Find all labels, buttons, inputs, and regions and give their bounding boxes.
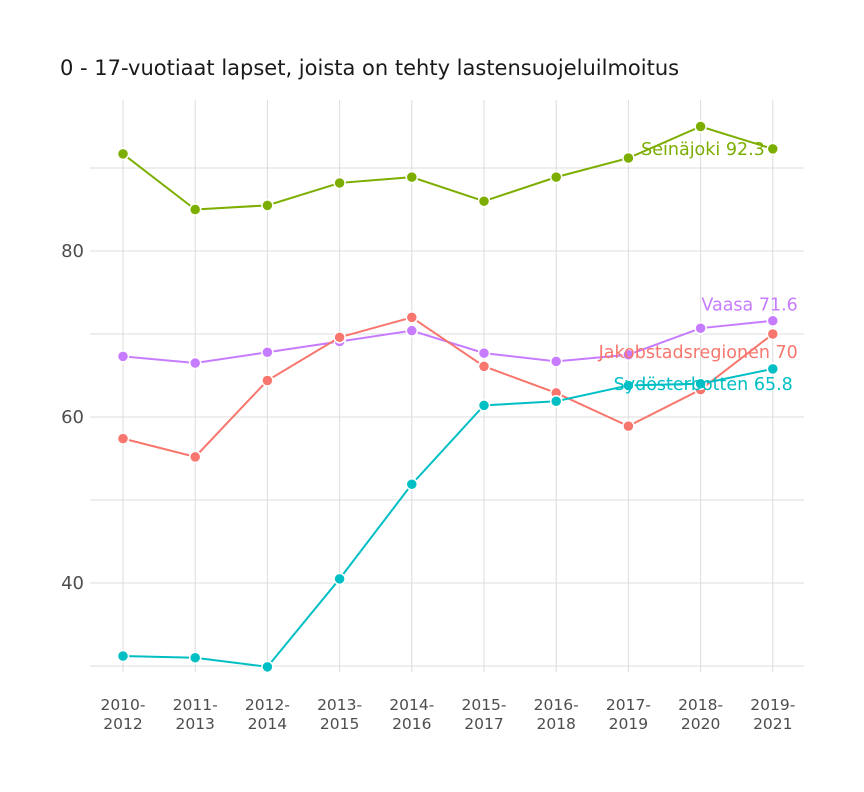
data-point [405,324,419,337]
x-tick-label: 2012-2014 [245,696,290,733]
data-point [261,199,274,212]
data-point [116,649,130,663]
data-point [694,377,707,391]
data-point [766,142,780,156]
data-point [477,360,491,373]
data-point [333,572,346,586]
gridlines [90,100,804,672]
series-end-label: Sydösterbotten 65.8 [614,375,793,395]
data-point [188,356,202,370]
series-line [122,316,774,458]
x-axis-tick-labels: 2010-2012 2011-2013 2012-2014 2013-2015 2014… [100,696,795,733]
x-tick-label: 2016-2018 [534,696,579,733]
x-tick-label: 2014-2016 [389,696,434,733]
series-syd-sterbotten [116,362,780,674]
x-tick-label: 2015-2017 [461,696,506,733]
x-tick-label: 2018-2020 [678,696,723,733]
data-point [477,399,491,412]
x-tick-label: 2011-2013 [173,696,218,733]
series-end-label: Jakobstadsregionen 70 [598,343,798,363]
data-point [261,374,274,387]
data-point [116,432,130,445]
data-point [622,151,635,165]
y-tick-label: 80 [61,241,84,262]
data-point [622,348,635,361]
data-point [188,450,202,464]
data-point [333,176,346,190]
data-point [549,394,563,408]
data-point [549,170,563,184]
series-end-labels: Seinäjoki 92.3 Vaasa 71.6 Jakobstadsregion… [598,140,798,395]
data-point [405,170,419,184]
series-line [122,125,774,211]
series-end-label: Seinäjoki 92.3 [641,140,765,160]
y-axis-tick-labels: 40 60 80 [61,241,84,594]
data-point [766,362,780,376]
data-point [622,419,635,433]
data-point [549,355,563,368]
data-point [116,350,130,363]
data-point [766,327,780,341]
data-point [188,651,202,664]
x-tick-label: 2010-2012 [100,696,145,733]
data-point [261,346,274,359]
data-point [405,477,419,491]
data-point [694,321,707,335]
x-tick-label: 2013-2015 [317,696,362,733]
x-tick-label: 2017-2019 [606,696,651,733]
data-point [116,147,130,161]
series-line [122,367,774,668]
series-sein-joki [116,120,780,216]
data-point [188,203,202,216]
data-point [261,660,274,674]
series-end-label: Vaasa 71.6 [701,296,797,316]
y-tick-label: 60 [61,407,84,428]
data-point [477,346,491,360]
series-lines [116,120,780,674]
chart-title: 0 - 17-vuotiaat lapset, joista on tehty … [60,56,680,80]
data-point [694,120,707,133]
y-tick-label: 40 [61,573,84,594]
data-point [622,379,635,392]
series-jakobstadsregionen [116,311,780,464]
data-point [477,194,491,208]
data-point [333,331,346,344]
data-point [405,311,419,324]
x-tick-label: 2019-2021 [750,696,795,733]
data-point [766,314,780,327]
